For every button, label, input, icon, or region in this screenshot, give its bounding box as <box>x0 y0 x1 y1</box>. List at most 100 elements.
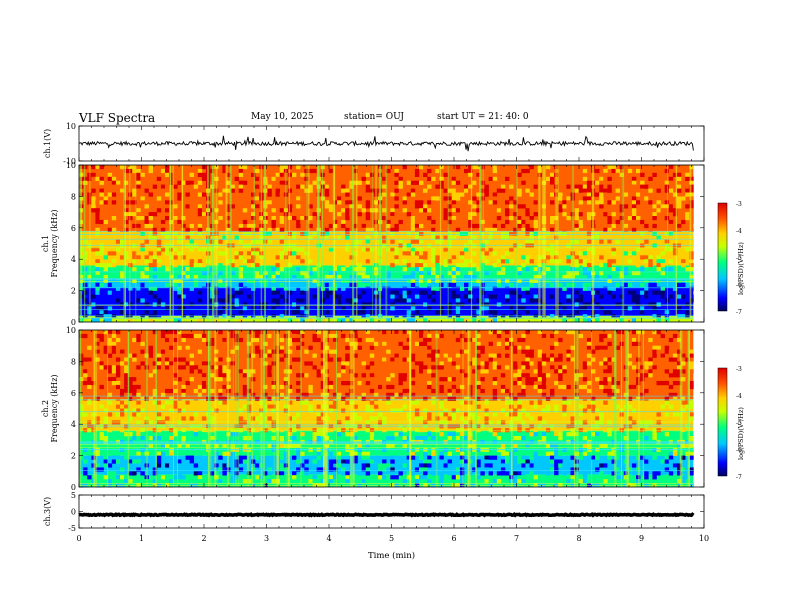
spectrogram-cell <box>533 463 538 468</box>
spectrogram-cell <box>83 381 88 386</box>
spectrogram-cell <box>435 274 440 280</box>
spectrogram-cell <box>214 463 219 468</box>
spectrogram-cell <box>267 227 272 232</box>
spectrogram-cell <box>513 400 518 405</box>
spectrogram-cell <box>169 451 174 456</box>
spectrogram-cell <box>156 369 162 374</box>
spectrogram-cell <box>472 212 477 217</box>
spectrogram-cell <box>554 404 559 409</box>
spectrogram-cell <box>656 318 661 323</box>
spectrogram-cell <box>341 184 346 189</box>
spectrogram-cell <box>152 263 158 268</box>
spectrogram-cell <box>107 404 113 409</box>
spectrogram-cell <box>488 294 493 299</box>
spectrogram-cell <box>292 337 297 343</box>
spectrogram-cell <box>255 318 260 323</box>
spectrogram-cell <box>222 396 227 401</box>
spectrogram-cell <box>562 318 567 323</box>
spectrogram-cell <box>648 259 653 264</box>
spectrogram-cell <box>259 255 264 260</box>
spectrogram-cell <box>390 165 395 170</box>
spectrogram-cell <box>156 176 162 181</box>
spectrogram-cell <box>386 451 391 456</box>
spectrogram-cell <box>111 251 117 256</box>
spectrogram-cell <box>210 365 215 370</box>
spectrogram-cell <box>586 318 592 323</box>
spectrogram-cell <box>275 184 280 189</box>
spectrogram-cell <box>165 361 170 366</box>
spectrogram-cell <box>251 259 256 264</box>
spectrogram-cell <box>230 310 235 315</box>
spectrogram-cell <box>316 432 321 437</box>
spectrogram-cell <box>99 424 104 429</box>
spectrogram-cell <box>193 184 199 189</box>
spectrogram-cell <box>443 459 448 464</box>
spectrogram-cell <box>455 436 461 441</box>
spectrogram-cell <box>410 180 416 185</box>
spectrogram-cell <box>144 459 149 464</box>
spectrogram-cell <box>120 467 125 472</box>
spectrogram-cell <box>398 377 403 382</box>
spectrogram-cell <box>431 208 436 213</box>
spectrogram-cell <box>251 255 256 260</box>
spectrogram-cell <box>267 475 272 480</box>
spectrogram-cell <box>394 172 399 177</box>
spectrogram-cell <box>312 180 317 185</box>
spectrogram-cell <box>373 294 379 299</box>
spectrogram-cell <box>181 408 186 413</box>
spectrogram-cell <box>394 247 399 252</box>
spectrogram-cell <box>349 451 354 456</box>
spectrogram-cell <box>173 475 178 480</box>
spectrogram-cell <box>226 216 231 221</box>
spectrogram-cell <box>328 212 334 217</box>
spectrogram-cell <box>644 274 649 280</box>
spectrogram-cell <box>378 330 383 335</box>
spectrogram-cell <box>500 369 506 374</box>
spectrogram-cell <box>492 192 498 197</box>
spectrogram-cell <box>156 227 162 232</box>
spectrogram-cell <box>169 463 174 468</box>
spectrogram-cell <box>308 373 313 378</box>
spectrogram-cell <box>550 251 555 256</box>
spectrogram-cell <box>144 239 149 244</box>
spectrogram-cell <box>648 274 653 280</box>
spectrogram-cell <box>107 369 113 374</box>
spectrogram-cell <box>410 345 416 350</box>
spectrogram-cell <box>554 369 559 374</box>
spectrogram-cell <box>533 168 538 174</box>
spectrogram-cell <box>443 290 448 295</box>
spectrogram-cell <box>173 357 178 362</box>
spectrogram-cell <box>275 176 280 181</box>
spectrogram-cell <box>394 290 399 295</box>
spectrogram-cell <box>312 290 317 295</box>
spectrogram-cell <box>419 475 424 480</box>
spectrogram-cell <box>517 424 522 429</box>
spectrogram-cell <box>115 420 121 425</box>
spectrogram-cell <box>283 349 289 354</box>
spectrogram-cell <box>124 168 129 174</box>
spectrogram-cell <box>423 396 428 401</box>
spectrogram-cell <box>271 333 276 339</box>
spectrogram-cell <box>181 436 186 441</box>
spectrogram-cell <box>443 267 448 272</box>
spectrogram-cell <box>111 294 117 299</box>
spectrogram-cell <box>296 318 301 323</box>
spectrogram-cell <box>251 337 256 343</box>
spectrogram-cell <box>279 255 285 260</box>
spectrogram-cell <box>562 227 567 232</box>
spectrogram-cell <box>271 278 276 283</box>
spectrogram-cell <box>365 192 371 197</box>
spectrogram-cell <box>517 455 522 460</box>
spectrogram-cell <box>308 271 313 276</box>
spectrogram-cell <box>382 208 387 213</box>
spectrogram-cell <box>242 432 248 437</box>
spectrogram-cell <box>435 294 440 299</box>
spectrogram-cell <box>136 432 141 437</box>
spectrogram-cell <box>337 255 342 260</box>
spectrogram-cell <box>87 384 92 390</box>
spectrogram-cell <box>251 168 256 174</box>
spectrogram-cell <box>505 337 510 343</box>
spectrogram-cell <box>550 172 555 177</box>
spectrogram-cell <box>287 416 293 421</box>
spectrogram-cell <box>136 212 141 217</box>
